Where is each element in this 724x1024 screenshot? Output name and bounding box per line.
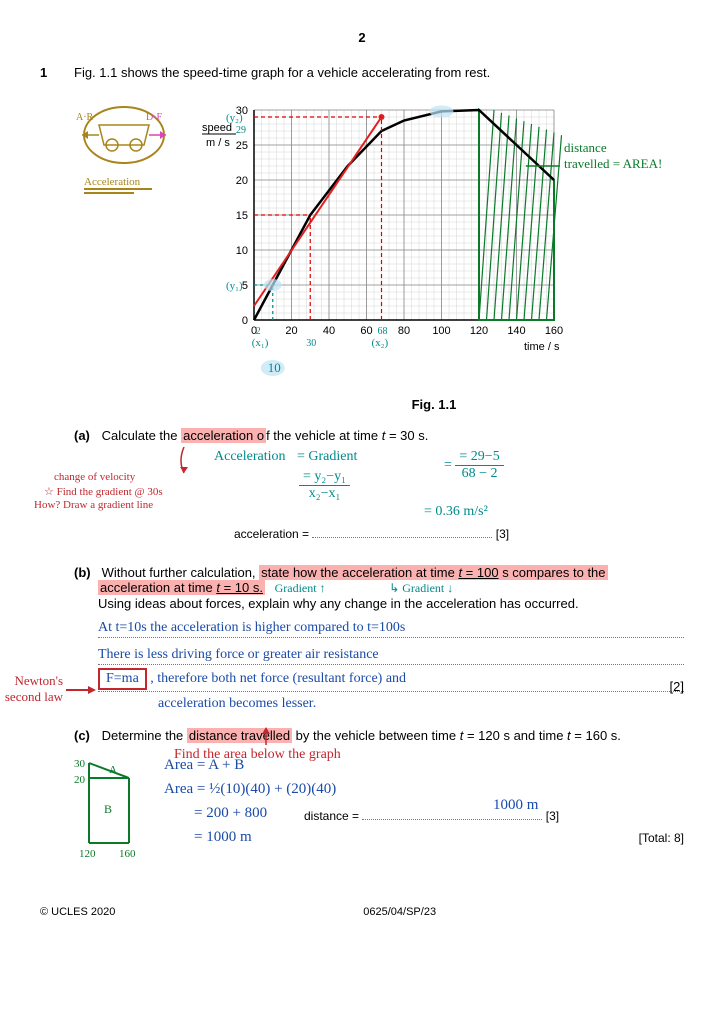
- highlight-acceleration: acceleration o: [181, 428, 266, 443]
- answer-line-4: acceleration becomes lesser.: [158, 696, 684, 712]
- figure-caption: Fig. 1.1: [184, 397, 684, 412]
- svg-text:A: A: [109, 764, 117, 776]
- hw-note-1: change of velocity: [54, 471, 135, 483]
- svg-text:Acceleration: Acceleration: [84, 176, 141, 188]
- hw-answer-a: = 0.36 m/s²: [424, 504, 488, 520]
- svg-text:10: 10: [236, 245, 248, 257]
- part-c-label: (c): [74, 728, 98, 743]
- total-marks: [Total: 8]: [639, 829, 684, 848]
- part-b-marks: [2]: [670, 679, 684, 694]
- distance-label: distance =: [304, 809, 359, 823]
- svg-text:160: 160: [545, 325, 563, 337]
- question-intro: Fig. 1.1 shows the speed-time graph for …: [74, 65, 684, 80]
- part-c: (c) Determine the distance travelled by …: [74, 728, 684, 866]
- svg-text:60: 60: [360, 325, 372, 337]
- svg-text:140: 140: [507, 325, 525, 337]
- part-a-label: (a): [74, 428, 98, 443]
- svg-text:travelled = AREA!: travelled = AREA!: [564, 156, 662, 171]
- part-a: (a) Calculate the acceleration of the ve…: [74, 428, 684, 549]
- hw-note-3: How? Draw a gradient line: [34, 499, 174, 511]
- answer-line-3: F=ma , therefore both net force (resulta…: [98, 671, 684, 692]
- speed-time-graph: 020406080100120140160051015202530time / …: [184, 90, 684, 412]
- question-number: 1: [40, 65, 54, 866]
- hw-working-1: Acceleration = Gradient: [214, 449, 357, 465]
- acceleration-label: acceleration =: [234, 527, 309, 541]
- svg-text:40: 40: [323, 325, 335, 337]
- answer-line-1: At t=10s the acceleration is higher comp…: [98, 617, 684, 638]
- svg-text:25: 25: [236, 140, 248, 152]
- svg-text:10: 10: [268, 360, 281, 375]
- svg-text:(x₁): (x₁): [252, 337, 269, 349]
- svg-text:20: 20: [285, 325, 297, 337]
- svg-text:m / s: m / s: [206, 137, 230, 149]
- svg-text:30: 30: [74, 758, 86, 770]
- hw-gradient-up: Gradient ↑: [275, 581, 326, 595]
- footer-copyright: © UCLES 2020: [40, 906, 115, 918]
- svg-text:30: 30: [306, 338, 316, 349]
- svg-text:0: 0: [242, 315, 248, 327]
- svg-text:5: 5: [242, 280, 248, 292]
- svg-text:120: 120: [79, 848, 96, 860]
- highlight-distance: distance travelled: [187, 728, 292, 743]
- svg-text:distance: distance: [564, 140, 607, 155]
- newton-label: Newton's second law: [0, 673, 63, 705]
- answer-line-2: There is less driving force or greater a…: [98, 644, 684, 665]
- svg-text:20: 20: [236, 175, 248, 187]
- svg-text:2: 2: [256, 326, 261, 337]
- footer-paper-code: 0625/04/SP/23: [363, 906, 436, 918]
- part-c-marks: [3]: [546, 809, 559, 823]
- svg-text:(x₂): (x₂): [372, 337, 389, 349]
- svg-text:(y₁): (y₁): [226, 280, 243, 292]
- svg-text:A·R: A·R: [76, 112, 94, 123]
- page-number: 2: [40, 30, 684, 45]
- svg-text:D·F: D·F: [146, 112, 163, 123]
- hw-working-3: = = 29−5 68 − 2: [444, 449, 504, 482]
- hw-gradient-down: ↳ Gradient ↓: [389, 581, 453, 595]
- part-c-working: Area = A + B Area = ½(10)(40) + (20)(40)…: [164, 753, 684, 866]
- svg-text:120: 120: [470, 325, 488, 337]
- svg-text:(y₂): (y₂): [226, 112, 243, 124]
- hw-working-2: = y₂−y₁ x₂−x₁: [299, 469, 350, 502]
- svg-text:15: 15: [236, 210, 248, 222]
- svg-text:20: 20: [74, 774, 86, 786]
- distance-blank: 1000 m: [362, 819, 542, 820]
- svg-text:100: 100: [432, 325, 450, 337]
- area-sketch: 30 20 A B 120 160: [74, 753, 144, 866]
- part-a-marks: [3]: [496, 527, 509, 541]
- svg-text:29: 29: [236, 125, 246, 136]
- svg-text:B: B: [104, 802, 112, 816]
- svg-text:80: 80: [398, 325, 410, 337]
- side-sketch: A·R D·F Acceleration: [74, 90, 174, 233]
- hw-note-2: ☆ Find the gradient @ 30s: [44, 485, 163, 498]
- acceleration-blank: [312, 537, 492, 538]
- part-b: (b) Without further calculation, state h…: [74, 565, 684, 712]
- part-b-label: (b): [74, 565, 98, 580]
- svg-text:160: 160: [119, 848, 136, 860]
- svg-text:time / s: time / s: [524, 341, 560, 353]
- formula-box: F=ma: [98, 668, 147, 690]
- svg-text:68: 68: [378, 326, 388, 337]
